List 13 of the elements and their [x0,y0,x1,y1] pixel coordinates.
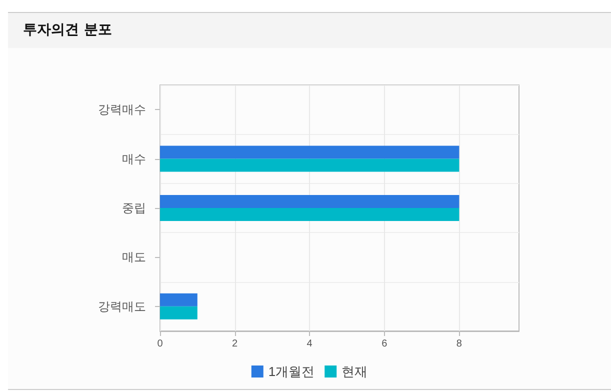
y-tick-label: 강력매도 [98,299,146,314]
x-tick-label: 6 [382,338,388,350]
y-tick-label: 강력매수 [98,102,146,117]
x-tick-label: 0 [157,338,164,350]
y-tick-label: 중립 [122,201,146,215]
x-tick-label: 8 [456,338,462,350]
x-tick-label: 4 [306,338,313,350]
chart-title: 투자의견 분포 [8,13,611,48]
y-tick-label: 매도 [122,250,146,264]
y-tick-label: 매수 [122,152,146,166]
x-tick-label: 2 [232,338,238,350]
legend-label: 1개월전 [268,364,315,379]
legend-label: 현재 [342,364,368,379]
